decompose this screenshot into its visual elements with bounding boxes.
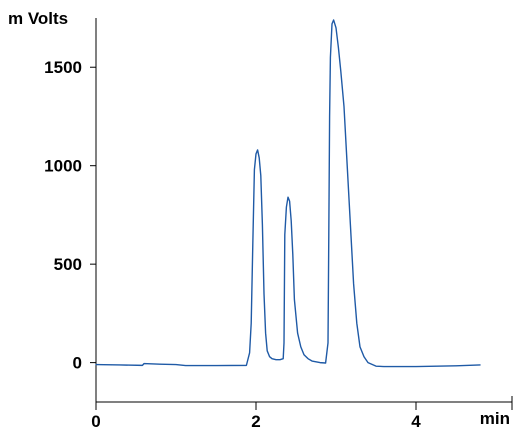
x-tick-label: 4 — [411, 412, 421, 430]
y-axis-label: m Volts — [8, 9, 68, 28]
series-layer — [95, 19, 481, 368]
series-line — [95, 19, 481, 368]
y-tick-label: 0 — [73, 354, 82, 373]
x-ticks: 0 2 4 — [91, 396, 513, 430]
axes — [95, 18, 512, 403]
y-tick-label: 1500 — [44, 58, 82, 77]
y-tick-label: 1000 — [44, 157, 82, 176]
x-tick-label: 0 — [91, 412, 100, 430]
y-tick-label: 500 — [54, 255, 82, 274]
x-axis-label: min — [480, 409, 510, 428]
x-tick-label: 2 — [251, 412, 260, 430]
y-ticks: 0 500 1000 1500 — [44, 58, 96, 373]
